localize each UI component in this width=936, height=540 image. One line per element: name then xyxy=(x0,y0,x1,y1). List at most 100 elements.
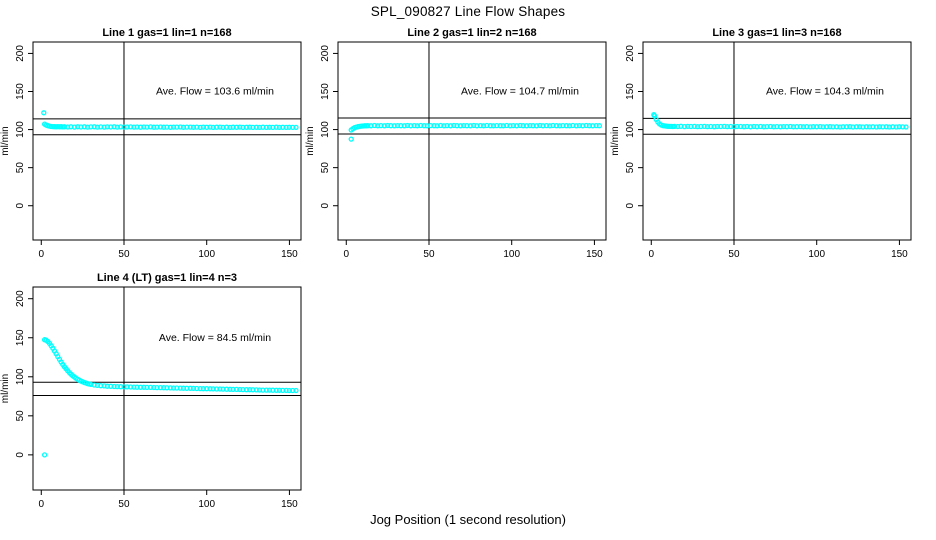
data-point xyxy=(233,386,240,393)
data-point xyxy=(98,124,104,130)
data-point xyxy=(375,123,381,129)
data-point xyxy=(490,123,497,129)
data-point xyxy=(527,122,533,129)
line-2-chart: Line 2 gas=1 lin=2 n=168 0 50 100 150 200 0 50 1… xyxy=(305,27,607,260)
data-point xyxy=(266,124,273,130)
data-point xyxy=(464,123,470,129)
y-axis-name: ml/min xyxy=(610,126,621,155)
data-point xyxy=(378,122,384,129)
y-tick-label: 200 xyxy=(15,290,26,307)
data-point xyxy=(286,124,293,130)
data-point xyxy=(141,124,147,130)
y-axis-name: ml/min xyxy=(305,126,316,155)
x-tick-label: 100 xyxy=(808,249,825,260)
data-point xyxy=(170,385,177,391)
y-tick-label: 50 xyxy=(320,162,331,174)
data-point xyxy=(487,123,493,129)
data-point xyxy=(497,123,503,129)
x-tick-label: 50 xyxy=(423,249,435,260)
plot-box xyxy=(642,41,912,241)
plot-box xyxy=(32,41,302,241)
data-point xyxy=(240,386,246,393)
data-point xyxy=(461,122,467,129)
data-point xyxy=(843,124,850,130)
data-point xyxy=(434,123,440,129)
data-point xyxy=(411,122,417,129)
data-point xyxy=(167,385,173,391)
data-point xyxy=(134,124,140,130)
data-point xyxy=(114,383,121,390)
data-point xyxy=(721,123,727,130)
data-point xyxy=(414,123,421,129)
data-point xyxy=(164,385,170,391)
data-point xyxy=(124,124,130,130)
data-point xyxy=(873,124,879,130)
data-point xyxy=(560,122,566,129)
data-point xyxy=(368,123,374,129)
data-point xyxy=(477,122,483,129)
data-point xyxy=(896,124,903,130)
data-point xyxy=(111,124,117,130)
data-point xyxy=(134,384,140,390)
data-point xyxy=(804,124,810,130)
data-point xyxy=(520,123,526,129)
data-point xyxy=(94,382,101,389)
data-point xyxy=(263,387,269,393)
data-point xyxy=(744,123,750,130)
data-point xyxy=(213,386,220,392)
data-point xyxy=(757,123,764,130)
data-point xyxy=(764,123,770,130)
data-point xyxy=(850,124,856,130)
y-tick-label: 50 xyxy=(15,162,26,174)
data-point xyxy=(200,124,207,130)
data-point xyxy=(276,387,283,393)
y-tick-label: 150 xyxy=(320,83,331,100)
data-point xyxy=(484,122,490,129)
data-point xyxy=(114,124,121,130)
data-point xyxy=(167,124,173,130)
data-point xyxy=(190,124,197,130)
data-point xyxy=(480,123,487,129)
data-point xyxy=(121,124,127,130)
data-point xyxy=(348,136,354,142)
data-point xyxy=(787,123,793,130)
data-point xyxy=(187,385,193,391)
data-point xyxy=(98,383,104,389)
data-point xyxy=(823,124,830,130)
reference-lines xyxy=(338,42,606,240)
data-point xyxy=(734,123,740,130)
data-point xyxy=(837,124,843,130)
y-tick-label: 200 xyxy=(320,45,331,62)
y-tick-label: 100 xyxy=(320,121,331,138)
data-point xyxy=(197,124,203,131)
data-point xyxy=(401,123,407,129)
data-point xyxy=(711,124,717,130)
data-point xyxy=(537,122,543,129)
data-point xyxy=(157,384,164,391)
data-point xyxy=(137,124,144,130)
data-point xyxy=(593,122,599,129)
data-point xyxy=(517,122,523,129)
data-points-series xyxy=(41,110,299,131)
data-point xyxy=(523,123,530,129)
data-point xyxy=(698,123,704,130)
data-point xyxy=(421,123,427,129)
y-tick-label: 150 xyxy=(15,83,26,100)
data-point xyxy=(675,123,681,130)
x-tick-label: 0 xyxy=(648,249,654,260)
data-point xyxy=(540,123,546,129)
data-point xyxy=(774,123,780,130)
data-point xyxy=(827,124,833,130)
ave-flow-annotation: Ave. Flow = 84.5 ml/min xyxy=(159,332,271,344)
data-point xyxy=(187,124,193,130)
data-point xyxy=(131,124,137,130)
data-point xyxy=(704,123,711,130)
x-tick-label: 50 xyxy=(118,249,130,260)
data-point xyxy=(243,387,250,393)
data-point xyxy=(227,124,233,131)
reference-lines xyxy=(33,42,301,240)
data-point xyxy=(437,122,444,129)
data-point xyxy=(530,123,536,129)
y-tick-label: 0 xyxy=(625,203,636,209)
data-point xyxy=(194,124,200,130)
